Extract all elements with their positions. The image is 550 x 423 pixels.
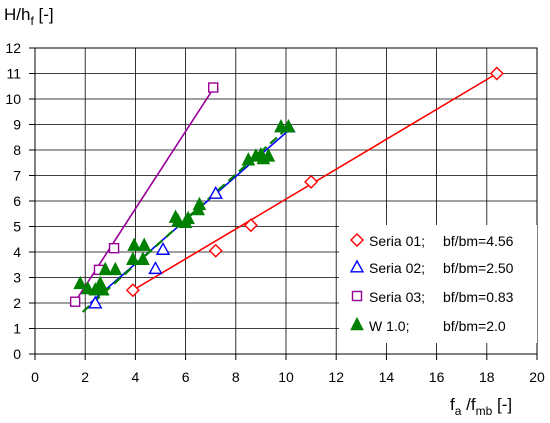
y-tick-label: 7 [13, 168, 21, 184]
x-tick-label: 0 [31, 369, 39, 385]
y-axis-title: H/hf [-] [4, 5, 54, 28]
legend-marker [350, 233, 364, 247]
legend-series-param: bf/bm=4.56 [443, 233, 514, 249]
data-point [208, 82, 219, 93]
data-point [208, 243, 223, 258]
data-points [69, 66, 504, 309]
data-point [98, 261, 113, 276]
legend-marker [351, 290, 363, 302]
x-tick-label: 20 [529, 369, 545, 385]
y-tick-label: 1 [13, 321, 21, 337]
data-point [181, 210, 195, 225]
data-point [73, 275, 87, 290]
y-tick-label: 10 [5, 91, 21, 107]
x-tick-label: 16 [429, 369, 445, 385]
data-point [80, 280, 95, 295]
legend-series-name: Seria 03; [369, 289, 425, 305]
data-point [155, 242, 171, 255]
data-point [125, 283, 140, 298]
legend-series-name: W 1.0; [369, 318, 409, 334]
legend-series-param: bf/bm=0.83 [443, 289, 514, 305]
y-tick-label: 4 [13, 244, 21, 260]
data-point [489, 66, 504, 81]
data-point [88, 295, 103, 309]
x-tick-label: 4 [132, 369, 140, 385]
x-tick-label: 12 [328, 369, 344, 385]
data-point [243, 218, 258, 233]
data-point [192, 196, 207, 211]
y-tick-label: 5 [13, 219, 21, 235]
data-point [126, 251, 140, 265]
x-tick-label: 14 [379, 369, 395, 385]
legend-series-param: bf/bm=2.0 [443, 318, 506, 334]
y-tick-label: 0 [13, 346, 21, 362]
data-point [69, 296, 81, 307]
legend: Seria 01; bf/bm=4.56 Seria 02; bf/bm=2.50 Se… [339, 225, 537, 343]
legend-series-param: bf/bm=2.50 [443, 260, 514, 276]
x-tick-label: 6 [182, 369, 190, 385]
data-point [261, 148, 276, 162]
data-point [95, 282, 110, 296]
data-point [137, 237, 152, 251]
legend-marker [350, 316, 364, 331]
data-point [136, 251, 150, 265]
data-point [148, 261, 163, 275]
legend-marker [349, 259, 365, 273]
y-tick-label: 12 [5, 40, 21, 56]
data-point [108, 242, 120, 254]
data-point [281, 118, 296, 133]
x-tick-label: 10 [278, 369, 294, 385]
y-tick-label: 6 [13, 193, 21, 209]
data-point [108, 261, 123, 276]
axes [29, 47, 538, 360]
y-tick-label: 8 [13, 142, 21, 158]
x-axis-title: fa /fmb [-] [450, 395, 512, 418]
y-tick-label: 9 [13, 117, 21, 133]
legend-series-name: Seria 01; [369, 233, 425, 249]
data-point [171, 213, 185, 227]
legend-series-name: Seria 02; [369, 260, 425, 276]
x-tick-label: 2 [81, 369, 89, 385]
data-point [127, 237, 141, 251]
legend-box [339, 225, 537, 343]
data-point [304, 174, 319, 189]
y-tick-label: 2 [13, 295, 21, 311]
y-tick-label: 3 [13, 270, 21, 286]
x-tick-label: 18 [479, 369, 495, 385]
y-tick-label: 11 [6, 66, 21, 82]
x-tick-label: 8 [232, 369, 240, 385]
data-point [208, 185, 223, 199]
